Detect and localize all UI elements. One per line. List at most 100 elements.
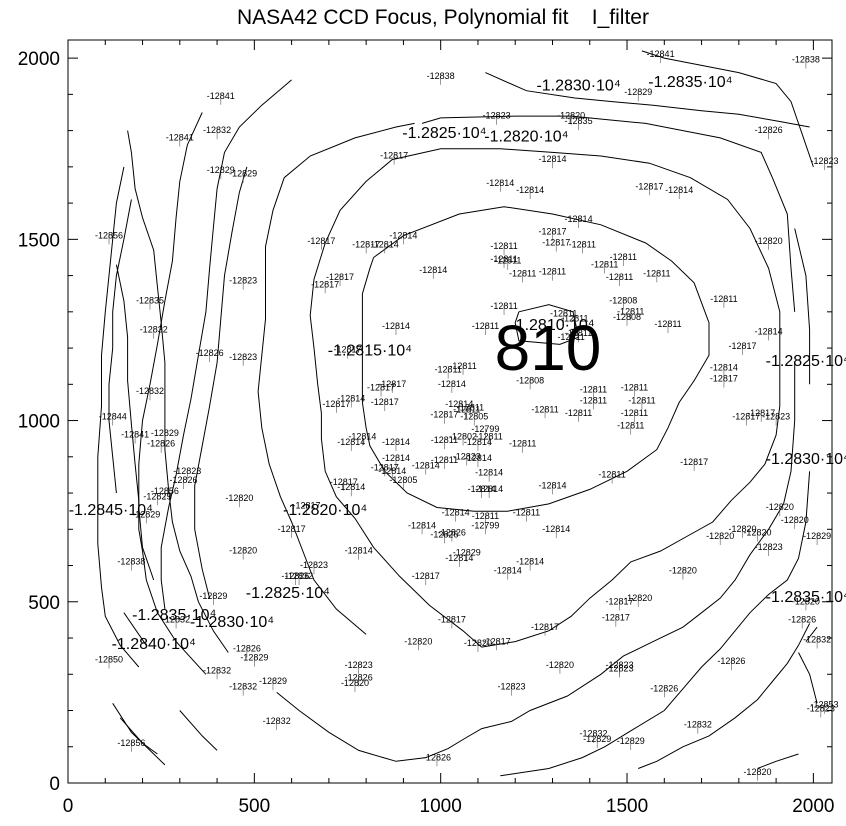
point-label: -12829 — [259, 676, 287, 686]
contour-line — [160, 79, 292, 610]
point-label: -12823 — [173, 466, 201, 476]
point-label: -12817 — [483, 636, 511, 646]
point-label: -12820 — [341, 678, 369, 688]
point-label: -12829 — [583, 734, 611, 744]
point-label: -12823 — [807, 703, 835, 713]
point-label: -12820 — [743, 767, 771, 777]
point-label: -12808 — [516, 375, 544, 385]
point-label: -12814 — [382, 453, 410, 463]
point-label: -12811 — [431, 435, 458, 445]
x-tick-label: 2000 — [792, 796, 834, 817]
point-label: -12814 — [442, 508, 470, 518]
point-label: -12832 — [136, 386, 164, 396]
point-label: -12811 — [475, 431, 502, 441]
point-label: -12820 — [557, 111, 585, 121]
point-label: -12811 — [617, 421, 644, 431]
point-label: -12832 — [162, 615, 190, 625]
point-label: -12811 — [557, 332, 584, 342]
point-label: -12820 — [792, 596, 820, 606]
point-label: -12814 — [516, 557, 544, 567]
point-label: -12826 — [438, 528, 466, 538]
point-label: -12817 — [378, 379, 406, 389]
point-label: -12811 — [569, 239, 596, 249]
point-label: -12817 — [606, 596, 634, 606]
point-label: -12814 — [755, 326, 783, 336]
point-label: -12814 — [565, 214, 593, 224]
point-label: -12814 — [371, 239, 399, 249]
point-label: -12805 — [460, 412, 488, 422]
point-label: -12814 — [486, 178, 514, 188]
point-label: -12823 — [453, 451, 481, 461]
point-label: -12811 — [580, 384, 607, 394]
point-label: -12856 — [117, 738, 145, 748]
contour-line — [805, 626, 818, 642]
point-label: -12832 — [684, 720, 712, 730]
point-label: -12826 — [717, 656, 745, 666]
point-label: -12814 — [337, 437, 365, 447]
point-label: -12841 — [166, 132, 194, 142]
point-label: -12856 — [95, 230, 123, 240]
point-label: -12817 — [412, 571, 440, 581]
contour-value-label: -1.2830·10⁴ — [536, 78, 620, 95]
point-label: -12808 — [613, 312, 641, 322]
point-label: -12823 — [345, 660, 373, 670]
point-label: -12811 — [490, 301, 517, 311]
point-label: -12826 — [430, 529, 458, 539]
contour-line — [641, 50, 814, 168]
point-label: -12850 — [95, 654, 123, 664]
point-label: -12835 — [136, 296, 164, 306]
point-label: -12811 — [621, 408, 648, 418]
point-label: -12811 — [531, 404, 558, 414]
point-label: -12817 — [352, 239, 380, 249]
y-tick-label: 1000 — [18, 412, 60, 433]
point-label: -12814 — [412, 460, 440, 470]
point-label: -12826 — [281, 571, 309, 581]
point-label: -12811 — [509, 439, 536, 449]
point-label: -12817 — [635, 181, 663, 191]
contour-line — [485, 72, 810, 128]
point-label: -12820 — [404, 636, 432, 646]
point-label: -12811 — [628, 395, 655, 405]
point-label: -12811 — [472, 511, 499, 521]
point-label: -12829 — [624, 87, 652, 97]
point-label: -12826 — [423, 752, 451, 762]
point-label: -12823 — [606, 663, 634, 673]
contour-value-label: -1.2830·10⁴ — [766, 451, 846, 468]
point-label: -12832 — [203, 665, 231, 675]
point-label: -12841 — [121, 430, 149, 440]
point-label: -12817 — [278, 524, 306, 534]
point-label: -12817 — [330, 477, 358, 487]
point-label: -12829 — [240, 653, 268, 663]
point-label: -12823 — [606, 660, 634, 670]
point-label: -12814 — [419, 265, 447, 275]
point-label: -12820 — [624, 593, 652, 603]
contour-labels: -1.2810·10⁴ -1.2815·10⁴ -1.2820·10⁴ -1.2820… — [69, 74, 846, 653]
point-label: -12814 — [464, 437, 492, 447]
point-label: -12811 — [606, 272, 633, 282]
x-tick-label: 1000 — [420, 796, 462, 817]
y-tick-label: 2000 — [18, 49, 60, 70]
point-label: -12853 — [811, 700, 839, 710]
contour-value-label: -1.2840·10⁴ — [112, 636, 196, 653]
point-label: -12811 — [513, 508, 540, 518]
point-label: -12823 — [811, 156, 839, 166]
axis-ticks: 0 500 1000 1500 2000 0 500 1000 1500 2000 — [18, 40, 835, 817]
point-label: -12805 — [389, 475, 417, 485]
contour-line — [798, 652, 818, 704]
point-label: -12838 — [792, 55, 820, 65]
annotation-label: 810 — [495, 312, 602, 384]
point-label: -12811 — [472, 321, 499, 331]
contour-line — [757, 753, 799, 769]
point-label: -12817 — [371, 397, 399, 407]
point-label: -12817 — [293, 500, 321, 510]
point-label: -12814 — [542, 524, 570, 534]
contour-line — [115, 264, 207, 675]
point-label: -12814 — [475, 468, 503, 478]
point-label: -12826 — [650, 683, 678, 693]
point-label: -12811 — [561, 314, 588, 324]
point-label: -12811 — [431, 455, 458, 465]
point-label: -12844 — [99, 412, 127, 422]
point-label: -12817 — [367, 383, 395, 393]
point-label: -12817 — [371, 462, 399, 472]
point-label: -12820 — [546, 660, 574, 670]
